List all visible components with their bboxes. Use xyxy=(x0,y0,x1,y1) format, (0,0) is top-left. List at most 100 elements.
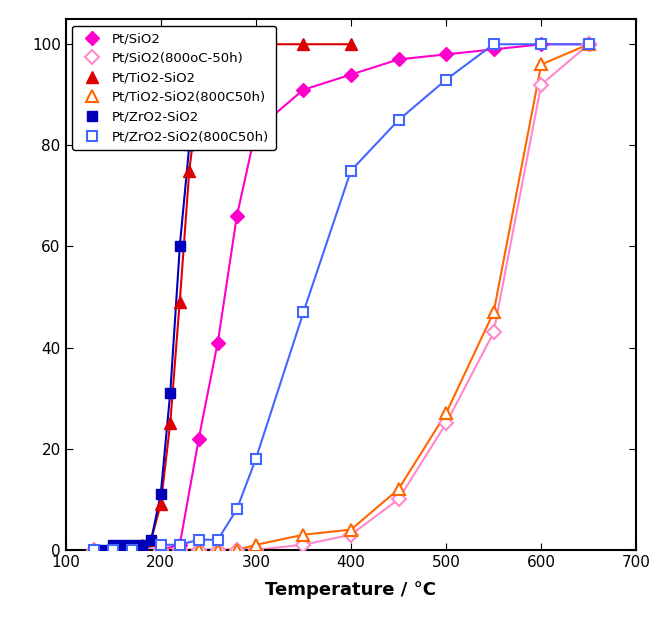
Pt/SiO2 xyxy=(129,546,136,554)
Pt/SiO2 xyxy=(91,546,98,554)
Pt/SiO2(800oC-50h) xyxy=(585,40,593,48)
Pt/SiO2(800oC-50h) xyxy=(442,420,450,427)
Pt/ZrO2-SiO2(800C50h) xyxy=(347,167,355,174)
Pt/ZrO2-SiO2 xyxy=(223,40,231,48)
Pt/ZrO2-SiO2(800C50h) xyxy=(489,40,498,48)
Pt/SiO2 xyxy=(347,71,355,78)
Line: Pt/TiO2-SiO2(800C50h): Pt/TiO2-SiO2(800C50h) xyxy=(89,39,594,556)
Pt/TiO2-SiO2(800C50h) xyxy=(233,546,241,554)
Pt/TiO2-SiO2(800C50h) xyxy=(442,410,450,417)
Pt/ZrO2-SiO2(800C50h) xyxy=(195,536,203,544)
Pt/SiO2(800oC-50h) xyxy=(109,546,117,554)
Pt/SiO2(800oC-50h) xyxy=(195,546,203,554)
Pt/SiO2 xyxy=(489,46,498,53)
Pt/ZrO2-SiO2 xyxy=(157,490,165,498)
X-axis label: Temperature / °C: Temperature / °C xyxy=(266,581,436,599)
Pt/ZrO2-SiO2(800C50h) xyxy=(157,541,165,549)
Pt/SiO2 xyxy=(442,51,450,58)
Pt/ZrO2-SiO2 xyxy=(109,541,117,549)
Pt/SiO2(800oC-50h) xyxy=(299,541,307,549)
Pt/TiO2-SiO2 xyxy=(167,420,174,427)
Pt/ZrO2-SiO2(800C50h) xyxy=(537,40,545,48)
Pt/TiO2-SiO2(800C50h) xyxy=(537,61,545,68)
Pt/TiO2-SiO2 xyxy=(138,541,146,549)
Pt/TiO2-SiO2 xyxy=(176,298,184,306)
Pt/ZrO2-SiO2(800C50h) xyxy=(252,455,260,463)
Legend: Pt/SiO2, Pt/SiO2(800oC-50h), Pt/TiO2-SiO2, Pt/TiO2-SiO2(800C50h), Pt/ZrO2-SiO2, : Pt/SiO2, Pt/SiO2(800oC-50h), Pt/TiO2-SiO… xyxy=(72,25,276,150)
Pt/TiO2-SiO2(800C50h) xyxy=(195,546,203,554)
Pt/TiO2-SiO2(800C50h) xyxy=(489,308,498,316)
Pt/TiO2-SiO2 xyxy=(347,40,355,48)
Pt/ZrO2-SiO2(800C50h) xyxy=(109,546,117,554)
Pt/TiO2-SiO2(800C50h) xyxy=(129,546,136,554)
Pt/SiO2 xyxy=(252,126,260,134)
Pt/SiO2 xyxy=(585,40,593,48)
Pt/ZrO2-SiO2 xyxy=(167,389,174,397)
Pt/ZrO2-SiO2(800C50h) xyxy=(176,541,184,549)
Pt/TiO2-SiO2(800C50h) xyxy=(395,485,403,493)
Pt/TiO2-SiO2(800C50h) xyxy=(252,541,260,549)
Pt/SiO2(800oC-50h) xyxy=(489,329,498,336)
Pt/TiO2-SiO2(800C50h) xyxy=(347,526,355,533)
Pt/ZrO2-SiO2(800C50h) xyxy=(129,546,136,554)
Pt/TiO2-SiO2(800C50h) xyxy=(214,546,222,554)
Pt/SiO2 xyxy=(233,212,241,220)
Pt/SiO2 xyxy=(299,86,307,94)
Pt/TiO2-SiO2 xyxy=(186,167,194,174)
Line: Pt/ZrO2-SiO2(800C50h): Pt/ZrO2-SiO2(800C50h) xyxy=(89,39,594,555)
Pt/SiO2 xyxy=(176,541,184,549)
Pt/ZrO2-SiO2 xyxy=(129,541,136,549)
Pt/ZrO2-SiO2 xyxy=(214,46,222,53)
Pt/ZrO2-SiO2(800C50h) xyxy=(585,40,593,48)
Pt/TiO2-SiO2(800C50h) xyxy=(176,546,184,554)
Pt/TiO2-SiO2 xyxy=(252,40,260,48)
Pt/ZrO2-SiO2 xyxy=(176,243,184,250)
Pt/ZrO2-SiO2(800C50h) xyxy=(395,116,403,124)
Pt/TiO2-SiO2(800C50h) xyxy=(157,546,165,554)
Pt/SiO2(800oC-50h) xyxy=(176,546,184,554)
Pt/ZrO2-SiO2 xyxy=(195,76,203,83)
Pt/TiO2-SiO2 xyxy=(299,40,307,48)
Pt/ZrO2-SiO2 xyxy=(119,541,127,549)
Pt/SiO2(800oC-50h) xyxy=(91,546,98,554)
Line: Pt/SiO2: Pt/SiO2 xyxy=(89,39,594,555)
Pt/TiO2-SiO2(800C50h) xyxy=(91,546,98,554)
Line: Pt/SiO2(800oC-50h): Pt/SiO2(800oC-50h) xyxy=(89,39,594,555)
Pt/ZrO2-SiO2 xyxy=(91,546,98,554)
Pt/ZrO2-SiO2 xyxy=(205,51,213,58)
Pt/SiO2(800oC-50h) xyxy=(347,531,355,538)
Pt/SiO2 xyxy=(537,40,545,48)
Pt/ZrO2-SiO2(800C50h) xyxy=(442,76,450,83)
Pt/SiO2 xyxy=(157,546,165,554)
Pt/ZrO2-SiO2(800C50h) xyxy=(299,308,307,316)
Pt/SiO2(800oC-50h) xyxy=(252,546,260,554)
Pt/TiO2-SiO2 xyxy=(195,91,203,99)
Pt/ZrO2-SiO2 xyxy=(186,142,194,149)
Pt/SiO2(800oC-50h) xyxy=(233,546,241,554)
Pt/TiO2-SiO2 xyxy=(147,536,155,544)
Pt/TiO2-SiO2 xyxy=(109,546,117,554)
Pt/TiO2-SiO2(800C50h) xyxy=(299,531,307,538)
Pt/SiO2 xyxy=(109,546,117,554)
Pt/ZrO2-SiO2(800C50h) xyxy=(91,546,98,554)
Pt/TiO2-SiO2 xyxy=(119,546,127,554)
Pt/TiO2-SiO2 xyxy=(91,546,98,554)
Pt/SiO2 xyxy=(395,56,403,63)
Pt/SiO2 xyxy=(195,435,203,442)
Pt/SiO2(800oC-50h) xyxy=(395,495,403,503)
Line: Pt/TiO2-SiO2: Pt/TiO2-SiO2 xyxy=(89,39,356,556)
Pt/SiO2(800oC-50h) xyxy=(157,546,165,554)
Line: Pt/ZrO2-SiO2: Pt/ZrO2-SiO2 xyxy=(89,39,260,555)
Pt/ZrO2-SiO2 xyxy=(147,536,155,544)
Pt/ZrO2-SiO2 xyxy=(100,546,108,554)
Pt/TiO2-SiO2 xyxy=(129,546,136,554)
Pt/TiO2-SiO2(800C50h) xyxy=(585,40,593,48)
Pt/SiO2(800oC-50h) xyxy=(537,81,545,88)
Pt/SiO2 xyxy=(214,339,222,346)
Pt/ZrO2-SiO2 xyxy=(252,40,260,48)
Pt/ZrO2-SiO2(800C50h) xyxy=(233,506,241,513)
Pt/ZrO2-SiO2 xyxy=(138,541,146,549)
Pt/SiO2(800oC-50h) xyxy=(214,546,222,554)
Pt/TiO2-SiO2(800C50h) xyxy=(109,546,117,554)
Pt/ZrO2-SiO2(800C50h) xyxy=(214,536,222,544)
